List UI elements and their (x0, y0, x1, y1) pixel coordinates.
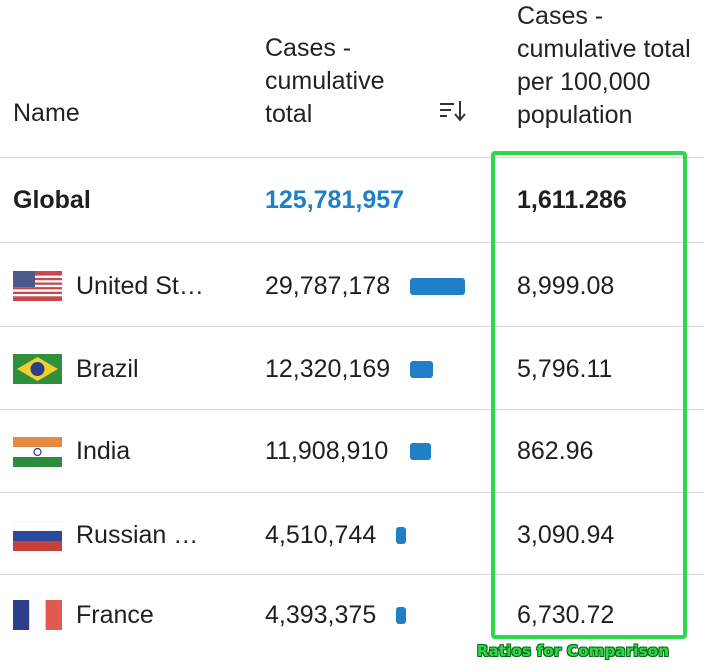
brazil-flag-icon (13, 354, 62, 384)
row-cases: 12,320,169 (265, 355, 391, 383)
row-ratio: 862.96 (517, 437, 594, 465)
column-header-name[interactable]: Name (13, 99, 80, 127)
russia-flag-icon (13, 521, 62, 551)
table-row[interactable]: Brazil 12,320,169 5,796.11 (0, 327, 704, 409)
column-header-ratio[interactable]: Cases - cumulative total per 100,000 pop… (517, 2, 691, 129)
divider (0, 326, 704, 327)
cases-bar (410, 361, 433, 378)
table-header: Name Cases - cumulative total Cases - cu… (0, 0, 704, 158)
table-row[interactable]: United St… 29,787,178 8,999.08 (0, 243, 704, 325)
row-name: Russian … (76, 521, 199, 549)
divider (0, 157, 704, 158)
row-ratio: 1,611.286 (517, 186, 627, 214)
row-name: Brazil (76, 355, 139, 383)
divider (0, 492, 704, 493)
row-ratio: 6,730.72 (517, 601, 615, 629)
column-header-cases[interactable]: Cases - cumulative total (265, 34, 385, 128)
row-cases: 125,781,957 (265, 186, 405, 214)
table-row-global[interactable]: Global 125,781,957 1,611.286 (0, 158, 704, 240)
row-cases: 29,787,178 (265, 272, 391, 300)
cases-bar (396, 607, 406, 624)
usa-flag-icon (13, 271, 62, 301)
row-cases: 4,510,744 (265, 521, 377, 549)
row-ratio: 5,796.11 (517, 355, 613, 383)
table-row[interactable]: India 11,908,910 862.96 (0, 410, 704, 492)
row-ratio: 8,999.08 (517, 272, 615, 300)
divider (0, 574, 704, 575)
india-flag-icon (13, 437, 62, 467)
annotation-caption: Ratios for Comparison (476, 642, 670, 660)
table-row[interactable]: Russian … 4,510,744 3,090.94 (0, 493, 704, 575)
row-cases: 11,908,910 (265, 437, 389, 465)
cases-bar (396, 527, 406, 544)
france-flag-icon (13, 600, 62, 630)
row-cases: 4,393,375 (265, 601, 377, 629)
cases-bar (410, 443, 431, 460)
ratio-column-highlight (491, 151, 687, 639)
sort-descending-icon[interactable] (438, 98, 468, 124)
cases-bar (410, 278, 465, 295)
table-row[interactable]: France 4,393,375 6,730.72 (0, 575, 704, 657)
row-name: India (76, 437, 131, 465)
row-name: United St… (76, 272, 204, 300)
row-name: France (76, 601, 154, 629)
divider (0, 409, 704, 410)
row-name: Global (13, 186, 91, 214)
row-ratio: 3,090.94 (517, 521, 615, 549)
divider (0, 242, 704, 243)
